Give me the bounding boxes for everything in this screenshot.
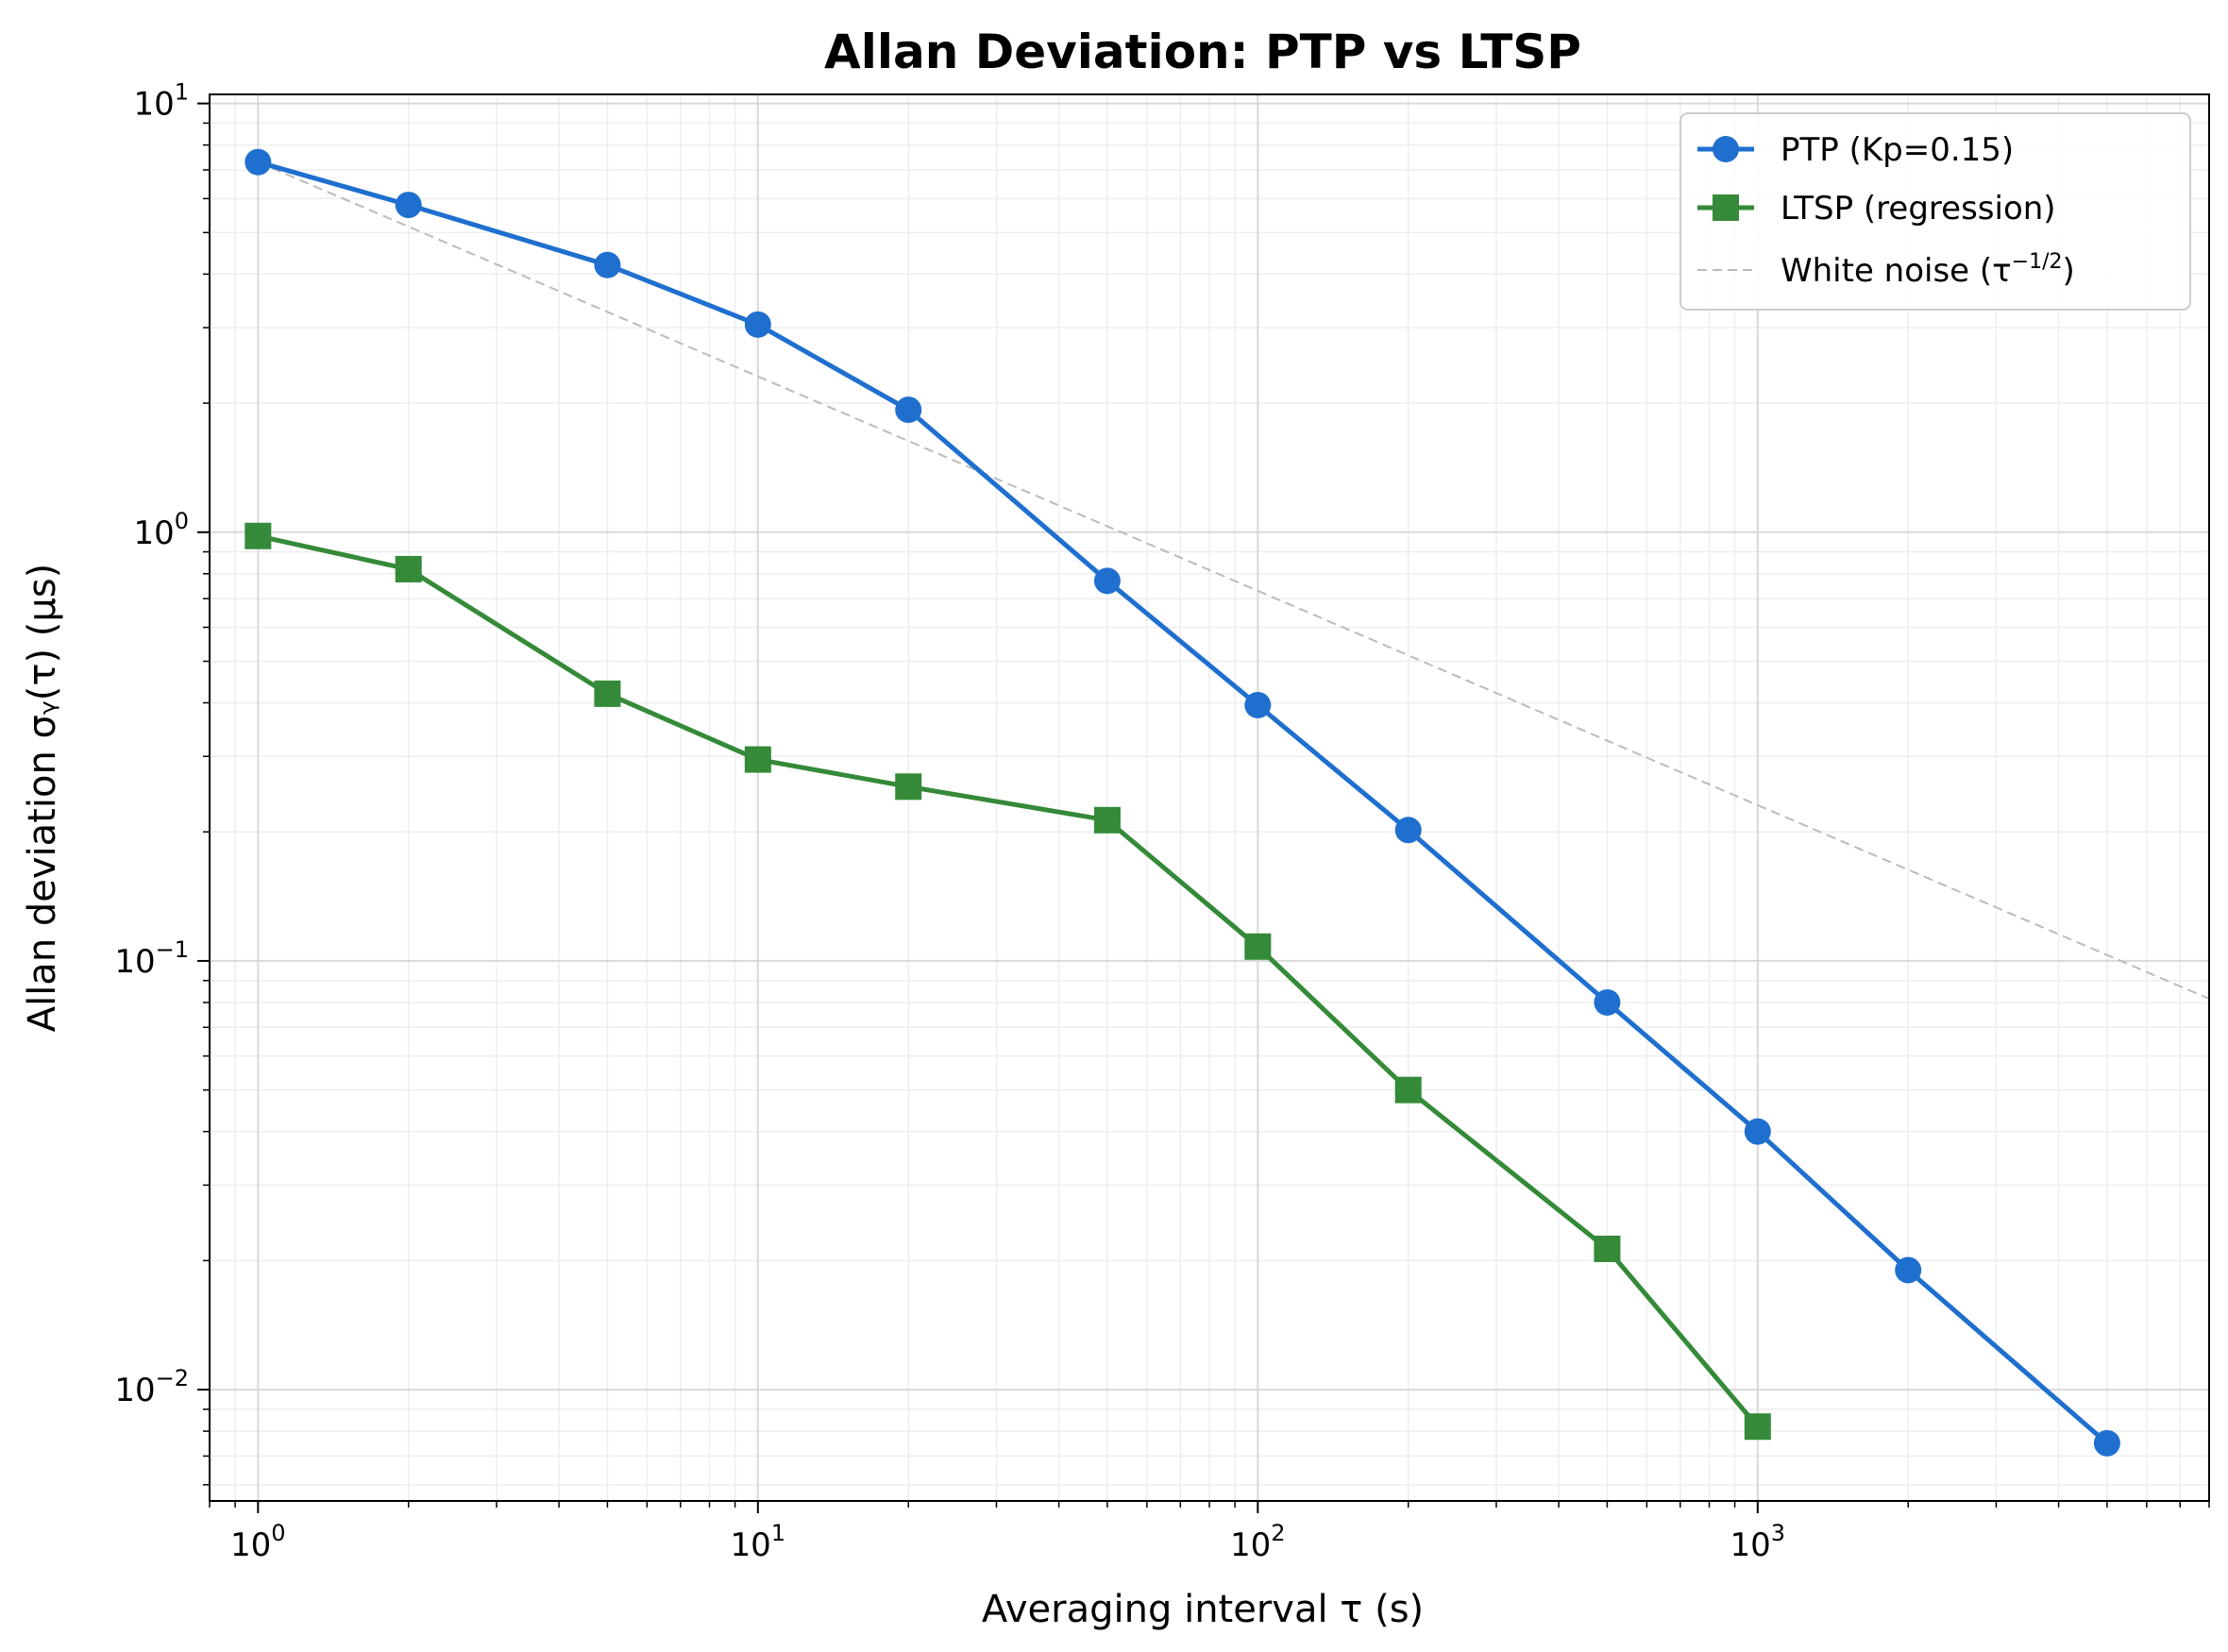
legend-marker-circle bbox=[1713, 136, 1739, 162]
ltsp-point bbox=[895, 773, 922, 801]
ltsp-point bbox=[1394, 1076, 1422, 1104]
x-tick-label: 102 bbox=[1230, 1520, 1286, 1564]
y-tick-label: 101 bbox=[133, 79, 189, 124]
series-line-0 bbox=[257, 160, 2109, 1445]
ptp-point bbox=[744, 311, 771, 338]
x-tick-label: 101 bbox=[731, 1520, 786, 1564]
ltsp-point bbox=[744, 746, 771, 773]
major-gridlines bbox=[210, 94, 2209, 1501]
legend-label-1: LTSP (regression) bbox=[1781, 190, 2056, 228]
series-line-2 bbox=[257, 160, 2209, 1000]
ltsp-point bbox=[1594, 1235, 1621, 1262]
axis-ticks bbox=[197, 102, 2210, 1513]
ptp-point bbox=[1744, 1118, 1771, 1145]
ptp-point bbox=[1244, 691, 1272, 718]
plot-area-frame bbox=[209, 93, 2210, 1502]
ltsp-point bbox=[245, 522, 272, 549]
ptp-point bbox=[395, 192, 422, 219]
series-layer bbox=[245, 148, 2209, 1457]
chart-title: Allan Deviation: PTP vs LTSP bbox=[824, 25, 1581, 79]
legend-label-2: White noise (τ−1/2) bbox=[1781, 250, 2075, 290]
minor-gridlines bbox=[209, 94, 2210, 1501]
legend-label-0: PTP (Kp=0.15) bbox=[1781, 131, 2014, 169]
legend-marker-square bbox=[1713, 194, 1739, 221]
ptp-point bbox=[2093, 1429, 2120, 1457]
y-axis-label: Allan deviation σᵧ(τ) (µs) bbox=[21, 564, 64, 1033]
ltsp-point bbox=[1244, 933, 1272, 960]
ltsp-point bbox=[1093, 806, 1121, 834]
ptp-point bbox=[1895, 1256, 1922, 1284]
ptp-point bbox=[1394, 817, 1422, 844]
ptp-point bbox=[245, 148, 272, 176]
y-tick-label: 10−1 bbox=[114, 936, 189, 981]
ptp-point bbox=[1093, 567, 1121, 595]
x-tick-label: 103 bbox=[1730, 1520, 1786, 1564]
y-tick-label: 100 bbox=[133, 508, 189, 552]
legend-box bbox=[1679, 112, 2191, 311]
ltsp-point bbox=[594, 680, 621, 707]
ptp-point bbox=[1594, 988, 1621, 1016]
series-line-1 bbox=[257, 533, 1760, 1428]
ptp-point bbox=[594, 251, 621, 278]
x-tick-label: 100 bbox=[230, 1520, 286, 1564]
legend: PTP (Kp=0.15) LTSP (regression) White nois… bbox=[1679, 112, 2191, 311]
ltsp-point bbox=[395, 555, 422, 582]
ptp-point bbox=[895, 396, 922, 424]
x-axis-label: Averaging interval τ (s) bbox=[982, 1588, 1424, 1631]
tick-labels: 100 101 102 103 101 100 10−1 10−2 bbox=[114, 79, 1785, 1564]
ltsp-point bbox=[1744, 1413, 1771, 1441]
y-tick-label: 10−2 bbox=[114, 1365, 189, 1409]
